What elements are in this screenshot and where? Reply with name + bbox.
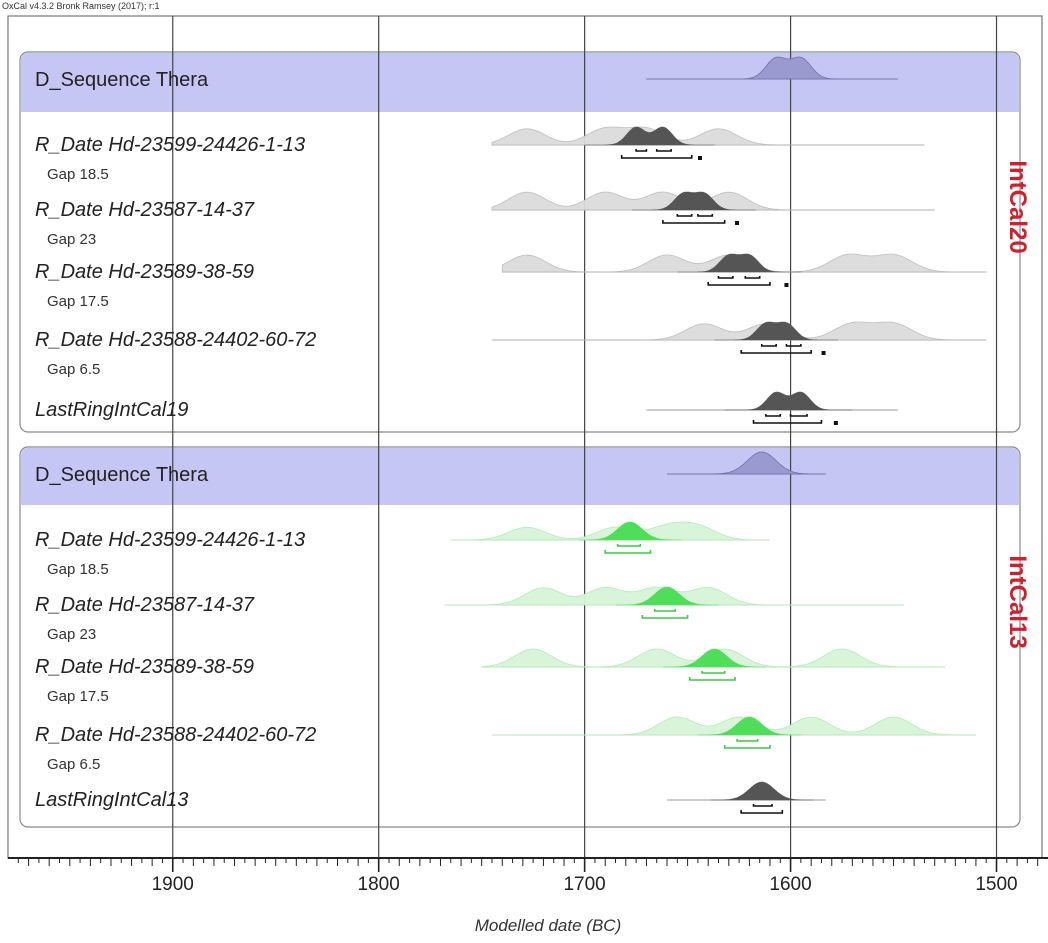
bracket-68 (760, 344, 777, 347)
panel-1-sequence-density (667, 451, 826, 475)
x-axis: 1900 1800 1700 1600 1500 (8, 857, 1048, 895)
posterior-density (677, 253, 801, 273)
distributions (444, 56, 987, 814)
bracket-68 (736, 739, 759, 742)
item-gap: Gap 17.5 (47, 293, 109, 310)
x-tick-label: 1500 (975, 874, 1017, 895)
posterior-density (697, 716, 801, 736)
panel-0-label: IntCal20 (1004, 160, 1031, 253)
posterior-density (632, 191, 756, 211)
prior-density (450, 521, 770, 541)
bracket-68 (653, 609, 677, 612)
item-name: R_Date Hd-23587-14-37 (35, 594, 255, 616)
item-name: R_Date Hd-23587-14-37 (35, 199, 255, 221)
bracket-68 (717, 276, 734, 279)
panel-1-sequence-name: D_Sequence Thera (35, 464, 209, 486)
bracket-95 (688, 677, 736, 681)
panel-1-header-fill (21, 459, 1019, 505)
bracket-95 (707, 282, 771, 286)
posterior-density (615, 586, 719, 606)
panel-0-header-fill (21, 64, 1019, 112)
item-name: R_Date Hd-23599-24426-1-13 (35, 134, 305, 156)
item-gap: Gap 23 (47, 231, 96, 248)
bracket-68 (765, 414, 782, 417)
outlier-dot (735, 221, 740, 225)
bracket-95 (620, 155, 693, 159)
posterior-density (710, 781, 814, 801)
posterior-density (584, 126, 715, 146)
item-gap: Gap 6.5 (47, 361, 100, 378)
bracket-68 (785, 344, 802, 347)
bracket-68 (635, 149, 648, 152)
item-name: R_Date Hd-23588-24402-60-72 (35, 724, 316, 746)
bracket-68 (744, 276, 761, 279)
bracket-95 (662, 220, 726, 224)
item-name: R_Date Hd-23589-38-59 (35, 261, 254, 283)
bracket-68 (616, 544, 642, 547)
outlier-dot (697, 156, 702, 160)
item-name: LastRingIntCal13 (35, 789, 188, 811)
panel-0-sequence-density (646, 56, 898, 80)
grid-lines (172, 16, 998, 858)
item-name: LastRingIntCal19 (35, 399, 188, 421)
outlier-dot (833, 421, 838, 425)
bracket-68 (789, 414, 808, 417)
item-gap: Gap 6.5 (47, 756, 100, 773)
item-name: R_Date Hd-23588-24402-60-72 (35, 329, 316, 351)
prior-density (491, 321, 987, 341)
item-name: R_Date Hd-23599-24426-1-13 (35, 529, 305, 551)
x-tick-label: 1600 (769, 874, 811, 895)
bracket-95 (752, 420, 823, 424)
bracket-95 (740, 810, 784, 814)
x-tick-label: 1700 (563, 874, 605, 895)
bracket-68 (697, 214, 714, 217)
posterior-density (578, 521, 682, 541)
panel-1-label: IntCal13 (1004, 555, 1031, 648)
item-gap: Gap 18.5 (47, 166, 109, 183)
outlier-dot (821, 351, 826, 355)
posterior-density (714, 321, 838, 341)
bracket-68 (676, 214, 693, 217)
prior-density (491, 716, 976, 736)
item-gap: Gap 17.5 (47, 688, 109, 705)
labels: D_Sequence Thera IntCal20 R_Date Hd-23599-… (35, 69, 1031, 811)
bracket-68 (701, 671, 726, 674)
x-tick-label: 1800 (358, 874, 400, 895)
x-tick-label: 1900 (152, 874, 194, 895)
posterior-density (662, 648, 766, 668)
outlier-dot (784, 283, 789, 287)
bracket-68 (752, 804, 773, 807)
x-axis-label: Modelled date (BC) (475, 916, 621, 935)
item-gap: Gap 23 (47, 626, 96, 643)
bracket-95 (604, 550, 652, 554)
software-header: OxCal v4.3.2 Bronk Ramsey (2017); r:1 (2, 1, 160, 11)
bracket-95 (641, 615, 689, 619)
prior-density (491, 126, 925, 146)
panel-0-sequence-name: D_Sequence Thera (35, 69, 209, 91)
bracket-95 (740, 350, 812, 354)
item-gap: Gap 18.5 (47, 561, 109, 578)
bracket-95 (723, 745, 771, 749)
item-name: R_Date Hd-23589-38-59 (35, 656, 254, 678)
posterior-density (724, 391, 853, 411)
bracket-68 (655, 149, 672, 152)
